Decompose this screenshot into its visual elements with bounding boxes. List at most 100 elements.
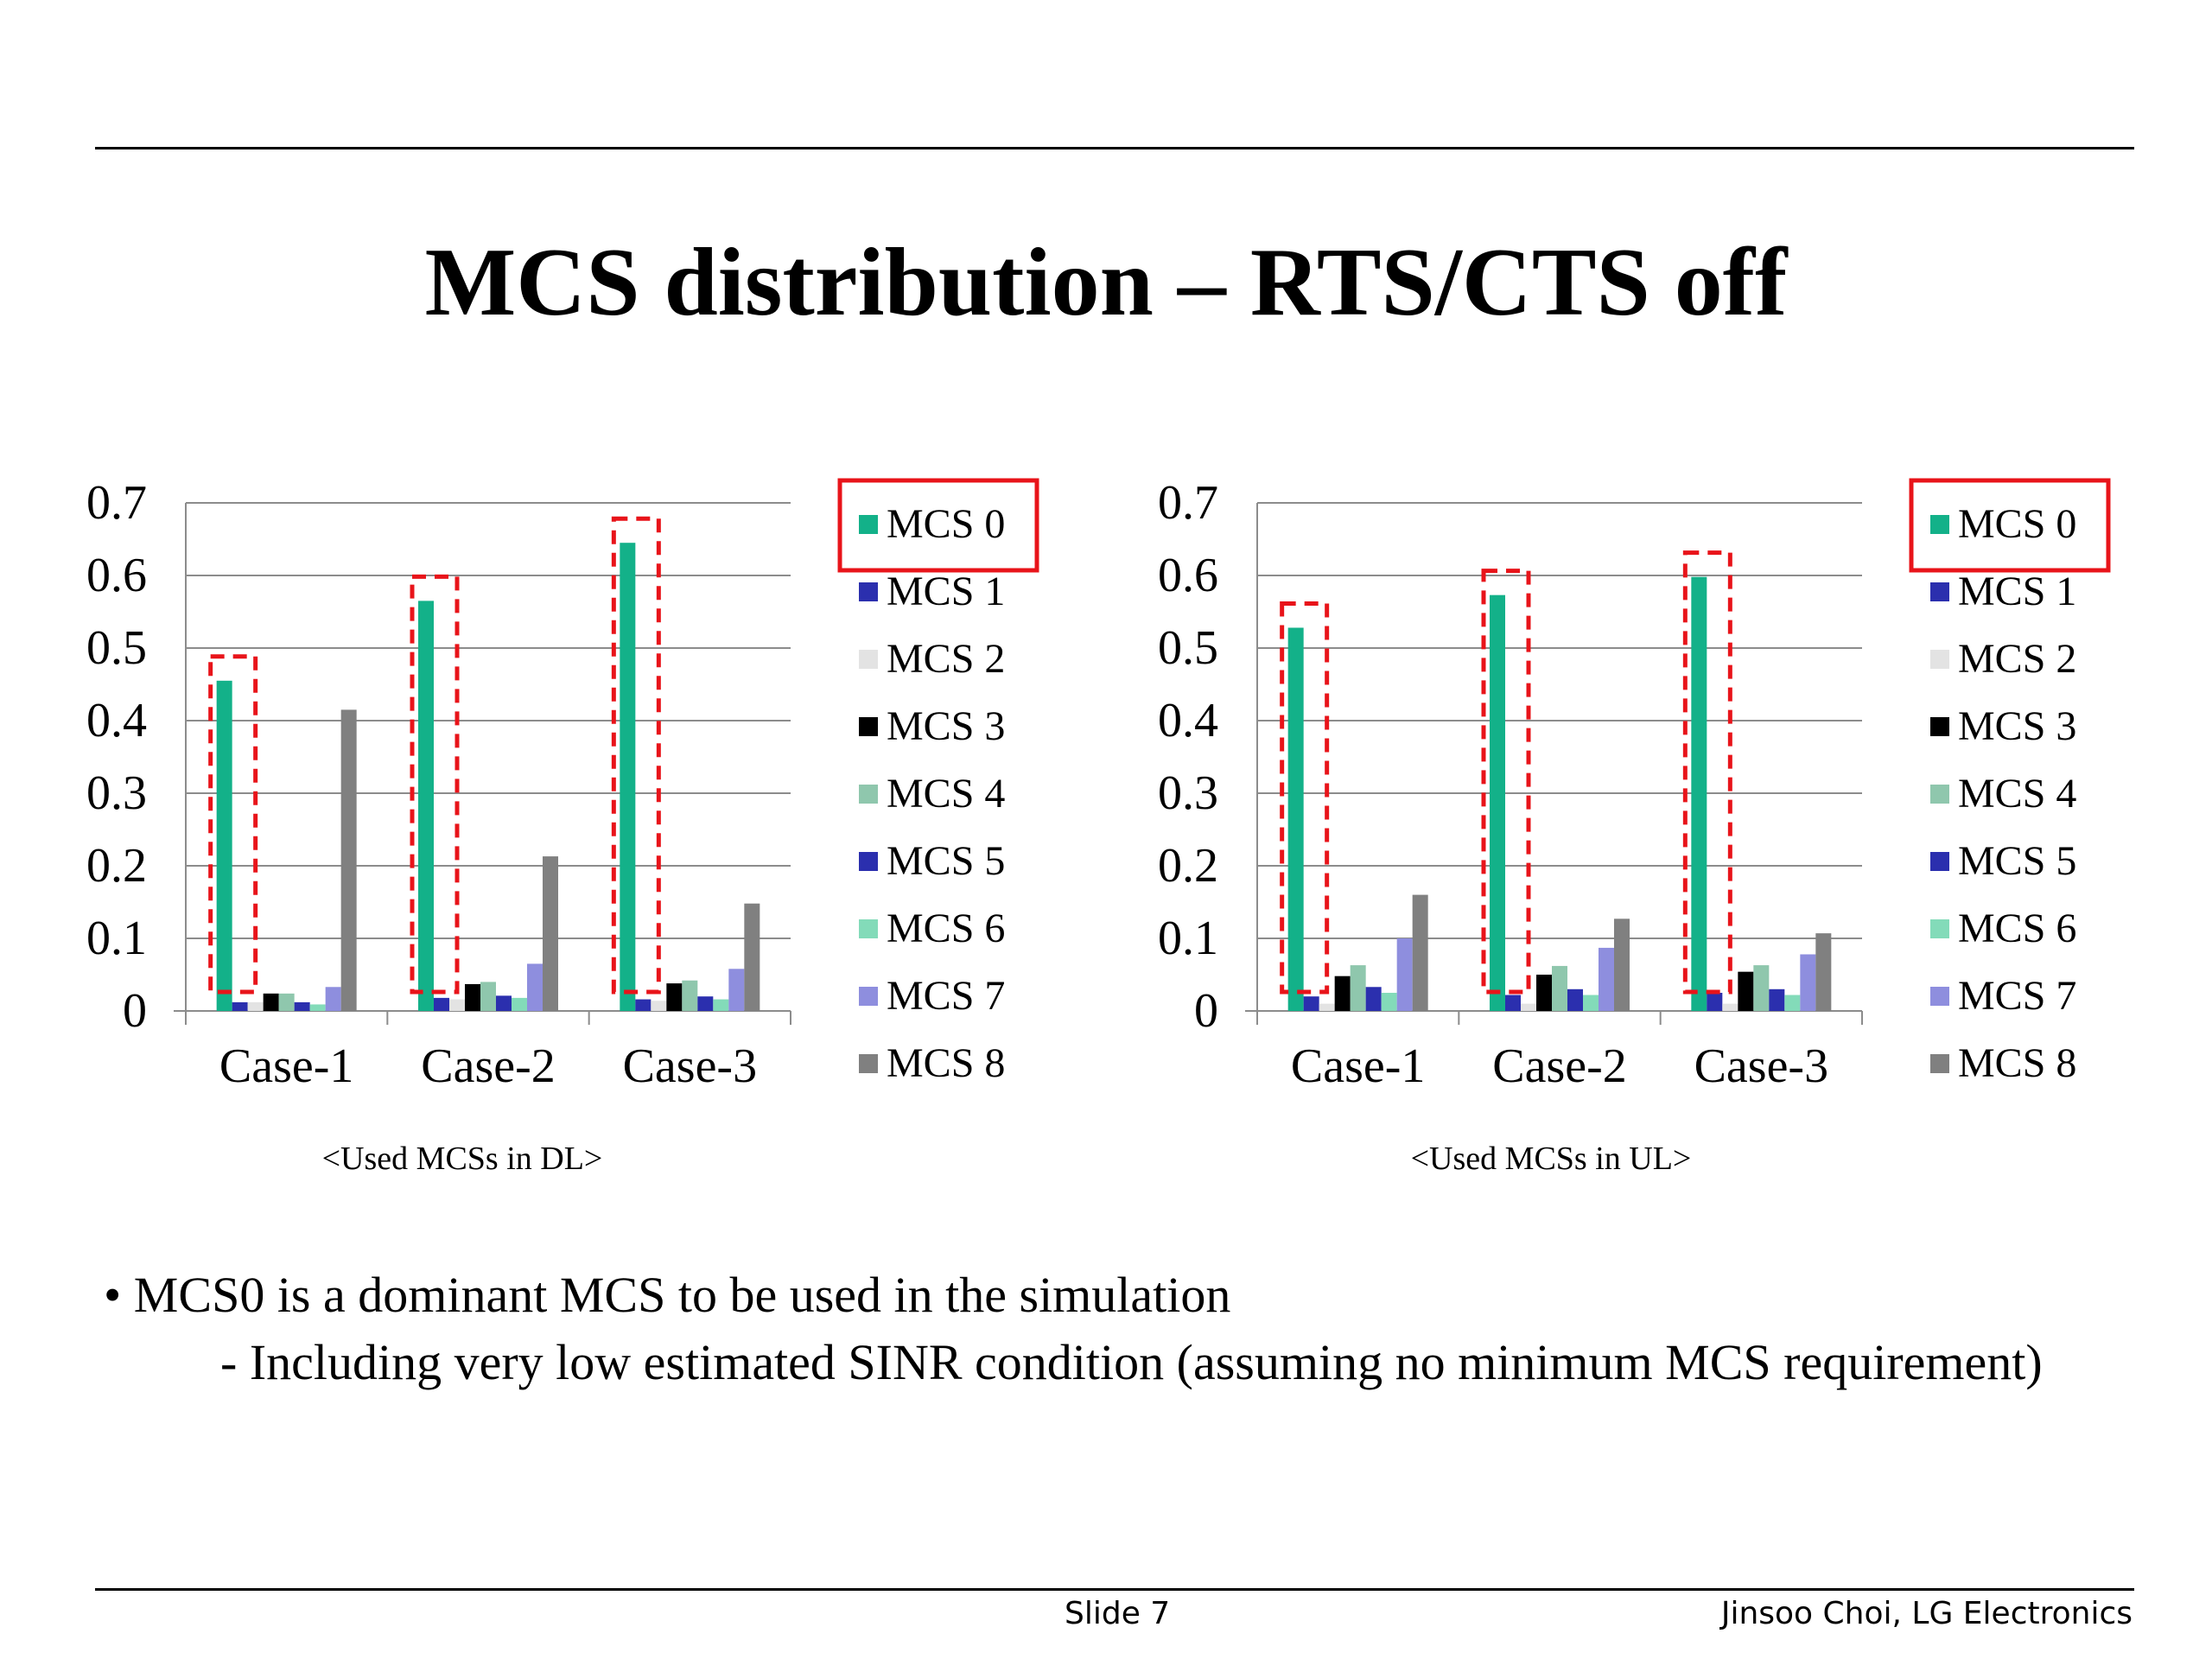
bar-mcs-2-case-1 — [1319, 1003, 1335, 1011]
bar-mcs-5-case-2 — [1567, 988, 1583, 1011]
legend-label-mcs-8: MCS 8 — [1958, 1040, 2076, 1086]
highlight-dashed-box — [208, 654, 258, 995]
bar-mcs-1-case-1 — [232, 1001, 248, 1011]
legend-swatch-mcs-0 — [859, 515, 878, 534]
bar-mcs-0-case-3 — [1691, 576, 1707, 1011]
bar-mcs-3-case-2 — [1536, 975, 1552, 1011]
bar-mcs-0-case-1 — [1287, 627, 1304, 1011]
bar-mcs-8-case-2 — [543, 856, 558, 1011]
x-category-label: Case-3 — [623, 1039, 758, 1093]
bar-mcs-0-case-2 — [418, 601, 434, 1011]
legend-highlight-box — [1909, 478, 2111, 573]
y-tick-label: 0.2 — [86, 839, 147, 893]
bar-mcs-8-case-3 — [1815, 933, 1832, 1011]
bullet-list: • MCS0 is a dominant MCS to be used in t… — [104, 1262, 2078, 1396]
bar-mcs-6-case-3 — [713, 999, 729, 1011]
highlight-dashed-box — [410, 574, 460, 995]
legend-swatch-mcs-8 — [859, 1054, 878, 1073]
legend-label-mcs-3: MCS 3 — [1958, 703, 2076, 749]
legend-swatch-mcs-6 — [859, 919, 878, 938]
legend-label-mcs-6: MCS 6 — [887, 906, 1005, 951]
bar-mcs-2-case-3 — [1722, 1003, 1738, 1011]
legend-swatch-mcs-2 — [1930, 650, 1949, 669]
chart-svg: 0 0.1 0.2 0.3 0.4 0.5 0.6 0.7 Case-1 Case-2 Case-3… — [86, 476, 1039, 1093]
footer-author: Jinsoo Choi, LG Electronics — [1720, 1596, 2133, 1631]
y-tick-label: 0.6 — [86, 549, 147, 602]
legend-swatch-mcs-7 — [859, 987, 878, 1006]
bar-mcs-5-case-2 — [496, 995, 512, 1011]
bar-mcs-0-case-3 — [620, 543, 636, 1011]
legend-label-mcs-7: MCS 7 — [887, 973, 1005, 1019]
legend-swatch-mcs-4 — [859, 785, 878, 804]
bar-mcs-4-case-2 — [480, 982, 496, 1011]
legend-label-mcs-2: MCS 2 — [1958, 636, 2076, 682]
y-tick-label: 0.6 — [1158, 549, 1218, 602]
bar-mcs-5-case-1 — [294, 1001, 310, 1011]
bar-mcs-5-case-1 — [1365, 987, 1382, 1011]
legend-swatch-mcs-3 — [859, 717, 878, 736]
bar-mcs-7-case-1 — [1396, 938, 1413, 1011]
bullet-sub: - Including very low estimated SINR cond… — [220, 1334, 2043, 1390]
legend-label-mcs-0: MCS 0 — [887, 501, 1005, 547]
bar-mcs-1-case-1 — [1303, 996, 1319, 1011]
y-tick-label: 0.3 — [86, 766, 147, 820]
legend-label-mcs-6: MCS 6 — [1958, 906, 2076, 951]
bar-mcs-7-case-3 — [728, 969, 745, 1011]
bar-mcs-8-case-2 — [1614, 918, 1630, 1011]
legend-swatch-mcs-6 — [1930, 919, 1949, 938]
bar-mcs-1-case-2 — [434, 997, 449, 1011]
y-tick-label: 0.3 — [1158, 766, 1218, 820]
legend-label-mcs-8: MCS 8 — [887, 1040, 1005, 1086]
y-tick-label: 0.4 — [86, 694, 147, 747]
legend-swatch-mcs-8 — [1930, 1054, 1949, 1073]
bar-mcs-3-case-3 — [1738, 971, 1754, 1011]
x-category-label: Case-1 — [1291, 1039, 1426, 1093]
bar-mcs-4-case-3 — [1753, 965, 1770, 1011]
y-tick-label: 0.4 — [1158, 694, 1218, 747]
legend-swatch-mcs-4 — [1930, 785, 1949, 804]
bar-mcs-0-case-2 — [1490, 594, 1505, 1011]
legend-swatch-mcs-3 — [1930, 717, 1949, 736]
dl-chart-caption: <Used MCSs in DL> — [321, 1141, 603, 1177]
legend-swatch-mcs-5 — [859, 852, 878, 871]
y-tick-label: 0.7 — [86, 476, 147, 530]
bar-mcs-7-case-3 — [1800, 954, 1816, 1011]
bar-mcs-0-case-1 — [216, 680, 232, 1011]
y-tick-label: 0 — [123, 984, 147, 1038]
bar-mcs-5-case-3 — [1769, 988, 1785, 1011]
legend-label-mcs-1: MCS 1 — [1958, 569, 2076, 614]
bar-mcs-8-case-3 — [744, 903, 760, 1011]
footer-slide-number: Slide 7 — [1065, 1596, 1171, 1631]
legend-swatch-mcs-1 — [859, 582, 878, 601]
bar-mcs-1-case-2 — [1505, 995, 1521, 1011]
legend-swatch-mcs-1 — [1930, 582, 1949, 601]
bar-mcs-4-case-1 — [1350, 965, 1366, 1011]
legend-label-mcs-2: MCS 2 — [887, 636, 1005, 682]
bar-mcs-3-case-2 — [465, 983, 480, 1011]
legend-swatch-mcs-5 — [1930, 852, 1949, 871]
y-tick-label: 0.5 — [86, 621, 147, 675]
bar-mcs-8-case-1 — [1412, 894, 1428, 1011]
y-tick-label: 0.2 — [1158, 839, 1218, 893]
y-tick-label: 0.1 — [86, 912, 147, 965]
dl-chart: 0 0.1 0.2 0.3 0.4 0.5 0.6 0.7 Case-1 Case-2 Case-3… — [52, 467, 1046, 1106]
legend-label-mcs-7: MCS 7 — [1958, 973, 2076, 1019]
x-category-label: Case-2 — [421, 1039, 556, 1093]
bar-mcs-6-case-3 — [1784, 995, 1801, 1011]
bar-mcs-1-case-3 — [635, 999, 652, 1011]
ul-chart: 0 0.1 0.2 0.3 0.4 0.5 0.6 0.7 Case-1 Case-2 Case-3… — [1123, 467, 2117, 1106]
legend-label-mcs-5: MCS 5 — [1958, 838, 2076, 884]
legend-label-mcs-3: MCS 3 — [887, 703, 1005, 749]
bar-mcs-1-case-3 — [1707, 993, 1723, 1011]
bar-mcs-6-case-1 — [309, 1004, 326, 1011]
y-tick-label: 0.1 — [1158, 912, 1218, 965]
bar-mcs-6-case-2 — [1583, 995, 1599, 1011]
legend-swatch-mcs-2 — [859, 650, 878, 669]
legend-label-mcs-0: MCS 0 — [1958, 501, 2076, 547]
highlight-dashed-box — [1481, 569, 1531, 995]
bar-mcs-2-case-2 — [1521, 1003, 1536, 1011]
legend-label-mcs-4: MCS 4 — [1958, 771, 2076, 817]
bar-mcs-6-case-1 — [1381, 993, 1397, 1011]
bar-mcs-7-case-1 — [325, 987, 341, 1011]
slide-title: MCS distribution – RTS/CTS off — [424, 229, 1788, 336]
